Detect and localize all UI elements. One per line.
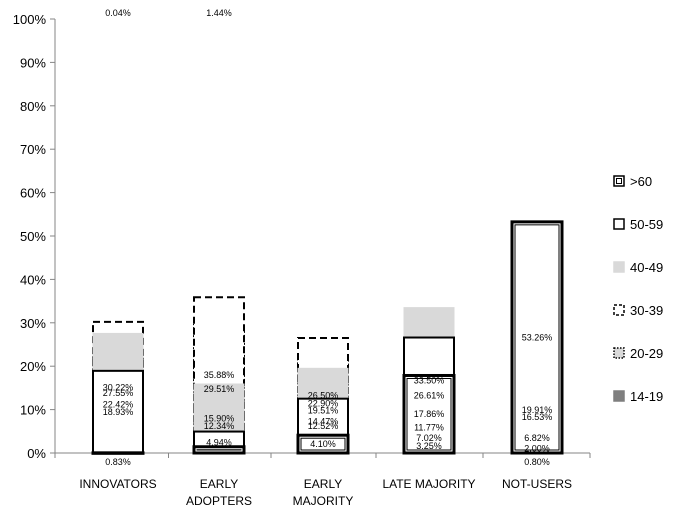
legend-swatch (613, 347, 625, 359)
category-label: INNOVATORS (79, 477, 156, 491)
data-label: 0.04% (105, 8, 131, 18)
data-label: 2.00% (524, 444, 550, 454)
data-label: 26.61% (414, 390, 445, 400)
y-tick-label: 50% (20, 229, 46, 244)
y-tick-label: 90% (20, 55, 46, 70)
legend-swatch (613, 390, 625, 402)
y-tick-label: 0% (27, 446, 46, 461)
category-label: EARLY (304, 477, 342, 491)
y-tick-label: 80% (20, 99, 46, 114)
data-label: 7.02% (416, 433, 442, 443)
data-label: 19.51% (308, 406, 339, 416)
bar-segment-inner-border (514, 224, 560, 451)
bar-segment-over-60 (510, 220, 564, 455)
legend: >60 50-59 40-49 30-39 20-29 14-19 (613, 174, 663, 404)
bar-segment-50-59 (92, 369, 144, 455)
data-label: 22.42% (103, 399, 134, 409)
y-tick-label: 70% (20, 142, 46, 157)
data-label: 53.26% (522, 332, 553, 342)
y-tick-label: 10% (20, 403, 46, 418)
legend-label: 40-49 (630, 260, 663, 275)
segment-labels: 0.83% 22.42% 30.22%27.55% 18.93% 0.04% 12.34%… (103, 8, 553, 467)
data-label: 17.86% (414, 409, 445, 419)
legend-label: 20-29 (630, 346, 663, 361)
data-label: 14.47% (308, 417, 339, 427)
legend-label: 14-19 (630, 389, 663, 404)
data-label: 30.22% (103, 382, 134, 392)
data-label: 12.34% (204, 421, 235, 431)
y-tick-label: 100% (13, 12, 47, 27)
y-tick-label: 40% (20, 272, 46, 287)
data-label: 27.55% (103, 388, 134, 398)
legend-swatch-inner (616, 178, 622, 184)
legend-swatch (613, 218, 625, 230)
bar-segment-inner-border (406, 377, 452, 451)
category-label: NOT-USERS (502, 477, 572, 491)
category-label: ADOPTERS (186, 494, 252, 508)
legend-label: >60 (630, 174, 652, 189)
legend-swatch (613, 304, 625, 316)
y-tick-label: 30% (20, 316, 46, 331)
bar-segment-inner-border (300, 437, 346, 451)
axes: 0% 10% 20% 30% 40% 50% 60% 70% 80% 90% 100% INNOVAT… (13, 12, 591, 508)
category-label: MAJORITY (293, 494, 354, 508)
data-label: 18.93% (103, 407, 134, 417)
y-tick-label: 20% (20, 359, 46, 374)
data-label: 4.94% (206, 437, 232, 447)
data-label: 29.51% (204, 384, 235, 394)
category-label: LATE MAJORITY (382, 477, 475, 491)
data-label: 33.50% (414, 375, 445, 385)
data-label: 6.82% (524, 433, 550, 443)
legend-swatch (613, 261, 625, 273)
category-label: EARLY (200, 477, 238, 491)
legend-label: 50-59 (630, 217, 663, 232)
data-label: 22.90% (308, 398, 339, 408)
data-label: 26.50% (308, 390, 339, 400)
data-label: 15.90% (204, 413, 235, 423)
data-label: 1.44% (206, 8, 232, 18)
data-label: 0.80% (524, 457, 550, 467)
bar-segment-over-60 (296, 433, 350, 455)
bar-segment-over-60 (402, 373, 456, 455)
data-label: 3.25% (416, 441, 442, 451)
data-label: 12.52% (308, 421, 339, 431)
data-label: 35.88% (204, 370, 235, 380)
data-label: 11.77% (414, 422, 444, 432)
bars (91, 220, 564, 455)
bar-segment-over-60 (91, 451, 145, 455)
data-label: 0.83% (105, 457, 131, 467)
legend-swatch (613, 175, 625, 187)
data-label: 19.91% (522, 405, 553, 415)
y-tick-label: 60% (20, 186, 46, 201)
legend-label: 30-39 (630, 303, 663, 318)
data-label: 16.53% (522, 412, 553, 422)
data-label: 4.10% (310, 439, 336, 449)
